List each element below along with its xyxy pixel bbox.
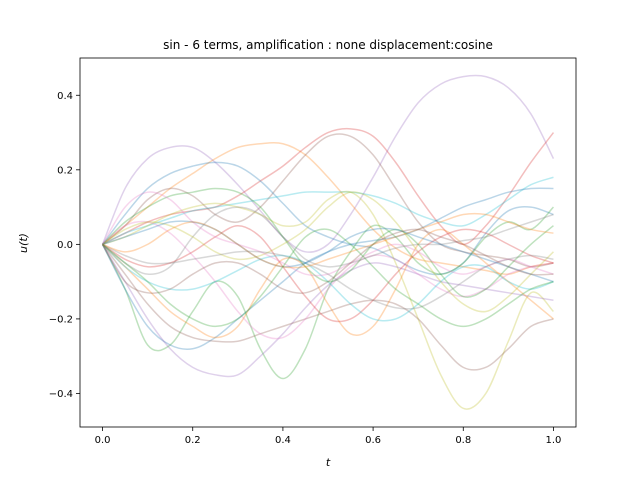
x-axis: 0.0 0.2 0.4 0.6 0.8 1.0 — [95, 427, 562, 446]
series-line-12 — [102, 228, 554, 339]
series-line-1 — [101, 74, 555, 253]
series-line-13 — [102, 220, 554, 340]
series-line-17 — [102, 187, 554, 298]
series-line-8 — [101, 206, 554, 380]
series-line-16 — [102, 243, 554, 322]
y-tick-label: −0.2 — [49, 314, 73, 325]
series-line-11 — [101, 243, 554, 371]
y-axis: −0.4 −0.2 0.0 0.2 0.4 — [49, 91, 80, 400]
series-line-21 — [102, 220, 554, 283]
x-tick-label: 0.0 — [95, 435, 111, 446]
chart-title: sin - 6 terms, amplification : none disp… — [163, 38, 493, 52]
series-line-5 — [101, 161, 554, 276]
series-line-9 — [101, 187, 554, 350]
x-tick-label: 0.2 — [185, 435, 201, 446]
series-line-18 — [102, 191, 554, 313]
series-line-23 — [101, 228, 554, 294]
x-tick-label: 0.4 — [275, 435, 291, 446]
series-line-3 — [102, 127, 555, 246]
series-line-24 — [102, 228, 554, 328]
series-line-6 — [102, 176, 554, 246]
series-lines — [101, 74, 555, 410]
series-line-19 — [101, 191, 554, 277]
series-line-7 — [102, 190, 554, 410]
series-line-2 — [102, 141, 554, 275]
series-line-20 — [102, 243, 554, 310]
x-axis-label: t — [326, 456, 331, 469]
series-line-4 — [102, 133, 554, 268]
y-tick-label: 0.4 — [57, 91, 73, 102]
series-line-15 — [102, 224, 554, 323]
y-axis-label: u(t) — [17, 233, 30, 253]
series-line-10 — [101, 243, 554, 378]
y-tick-label: −0.4 — [49, 389, 73, 400]
axes-frame — [79, 57, 577, 428]
x-tick-label: 1.0 — [546, 435, 562, 446]
x-tick-label: 0.8 — [455, 435, 471, 446]
y-tick-label: 0.2 — [57, 165, 73, 176]
series-line-22 — [102, 212, 554, 269]
y-tick-label: 0.0 — [57, 240, 73, 251]
x-tick-label: 0.6 — [365, 435, 381, 446]
series-line-14 — [102, 206, 554, 276]
